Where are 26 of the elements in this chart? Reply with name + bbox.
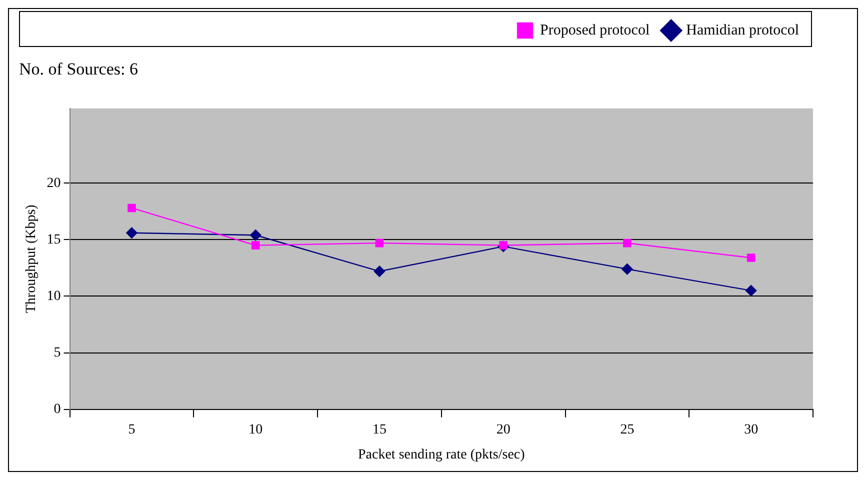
x-tick-label: 30 xyxy=(744,422,758,438)
legend-label: Proposed protocol xyxy=(540,22,650,38)
y-axis-title: Throughput (Kbps) xyxy=(24,204,40,314)
point xyxy=(128,204,136,212)
x-tick-label: 15 xyxy=(372,422,386,438)
y-tick-label: 10 xyxy=(46,288,61,304)
x-tick-label: 20 xyxy=(496,422,510,438)
chart-title: No. of Sources: 6 xyxy=(19,60,138,79)
y-tick-label: 15 xyxy=(46,232,61,248)
y-tick-label: 0 xyxy=(54,402,61,418)
y-tick-label: 20 xyxy=(46,176,61,191)
point xyxy=(375,238,384,248)
point xyxy=(623,238,632,248)
x-tick-label: 5 xyxy=(128,422,136,438)
point xyxy=(745,284,757,296)
point xyxy=(126,227,138,238)
y-tick-label: 5 xyxy=(54,345,61,360)
point xyxy=(622,263,633,275)
legend-label: Hamidian protocol xyxy=(686,22,799,38)
x-tick-label: 25 xyxy=(620,422,634,438)
point xyxy=(251,241,260,250)
point xyxy=(746,254,756,262)
x-axis-title: Packet sending rate (pkts/sec) xyxy=(358,447,526,462)
x-tick-label: 10 xyxy=(248,422,263,438)
point xyxy=(250,230,262,241)
point xyxy=(374,266,386,277)
